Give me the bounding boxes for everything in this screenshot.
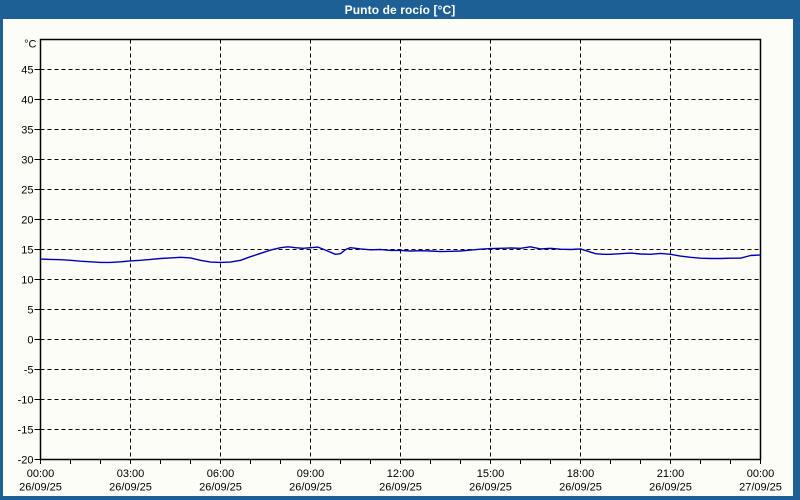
y-tick-label: 10 — [21, 275, 33, 287]
chart-panel — [3, 19, 793, 496]
y-tick-label: -10 — [18, 395, 34, 407]
plot-border — [39, 38, 762, 461]
y-tick-label: 0 — [27, 335, 33, 347]
x-tick-time-label: 03:00 — [117, 468, 145, 480]
y-tick-label: 25 — [21, 185, 33, 197]
x-tick-date-label: 26/09/25 — [199, 482, 242, 494]
y-tick-label: 35 — [21, 125, 33, 137]
x-tick-time-label: 06:00 — [207, 468, 235, 480]
x-tick-time-label: 09:00 — [297, 468, 325, 480]
chart-title: Punto de rocío [°C] — [344, 2, 456, 17]
y-axis-unit-label: °C — [24, 39, 36, 51]
x-tick-date-label: 26/09/25 — [289, 482, 332, 494]
x-tick-time-label: 12:00 — [387, 468, 415, 480]
y-tick-label: 40 — [21, 95, 33, 107]
y-tick-label: 15 — [21, 245, 33, 257]
y-tick-label: -5 — [24, 365, 34, 377]
x-tick-time-label: 00:00 — [27, 468, 55, 480]
y-tick-label: -20 — [18, 455, 34, 467]
x-tick-time-label: 18:00 — [567, 468, 595, 480]
x-tick-date-label: 26/09/25 — [649, 482, 692, 494]
y-tick-label: -15 — [18, 425, 34, 437]
x-tick-date-label: 26/09/25 — [109, 482, 152, 494]
y-tick-label: 20 — [21, 215, 33, 227]
x-tick-date-label: 26/09/25 — [379, 482, 422, 494]
x-tick-time-label: 21:00 — [657, 468, 685, 480]
x-tick-time-label: 15:00 — [477, 468, 505, 480]
x-tick-date-label: 26/09/25 — [559, 482, 602, 494]
title-bar: Punto de rocío [°C] — [0, 0, 800, 19]
x-tick-date-label: 26/09/25 — [469, 482, 512, 494]
y-tick-label: 5 — [27, 305, 33, 317]
x-tick-time-label: 00:00 — [747, 468, 775, 480]
x-tick-date-label: 26/09/25 — [19, 482, 62, 494]
dewpoint-series-line — [39, 246, 762, 264]
y-tick-label: 30 — [21, 155, 33, 167]
y-tick-label: 45 — [21, 65, 33, 77]
x-tick-date-label: 27/09/25 — [739, 482, 782, 494]
